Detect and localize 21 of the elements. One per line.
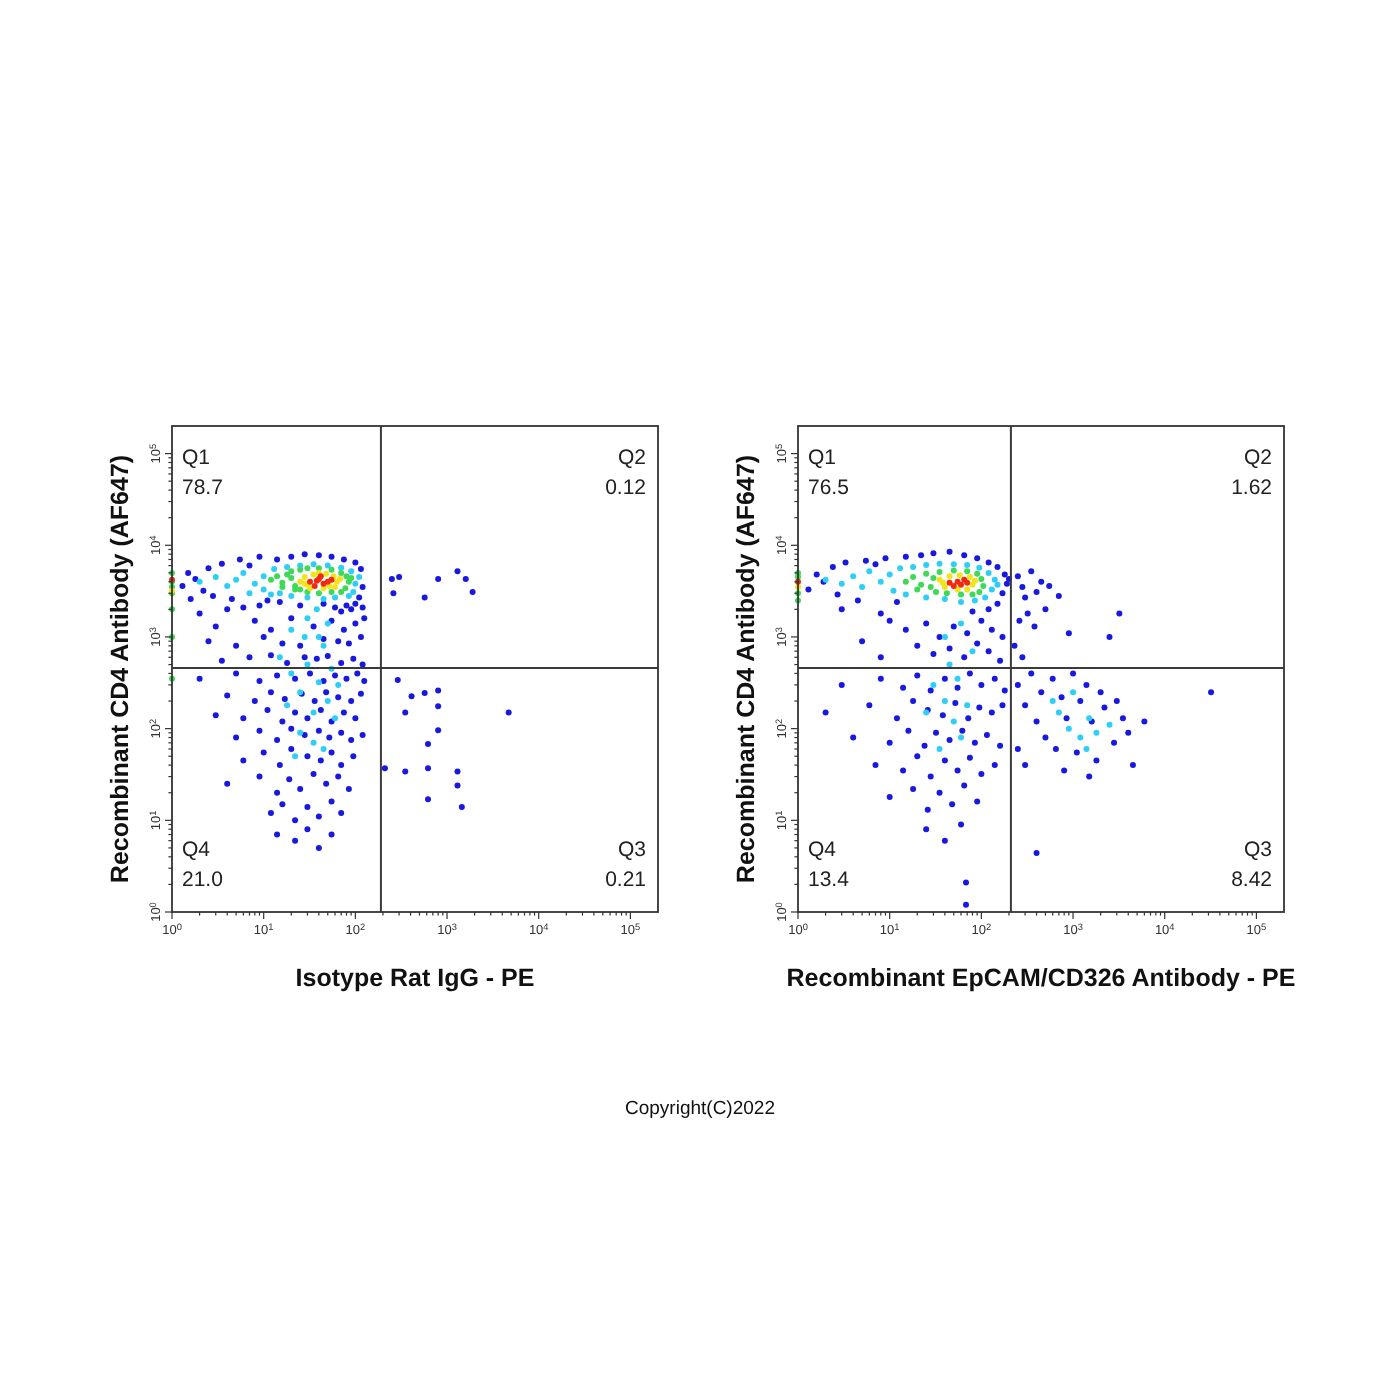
annotation: Q3 xyxy=(1243,838,1273,862)
annotation: 78.7 xyxy=(182,476,224,500)
annotation: 0.21 xyxy=(605,868,647,892)
y-axis-title: Recombinant CD4 Antibody (AF647) xyxy=(106,454,134,884)
annotation: Q4 xyxy=(808,838,837,862)
annotation: 0.12 xyxy=(605,476,647,500)
annotation: Q3 xyxy=(617,838,647,862)
annotation: 8.42 xyxy=(1231,868,1273,892)
annotation: 21.0 xyxy=(182,868,224,892)
annotation: Q1 xyxy=(808,446,837,470)
annotation: 13.4 xyxy=(808,868,850,892)
annotation: 1.62 xyxy=(1231,476,1273,500)
text: Copyright(C)2022 xyxy=(625,1098,775,1120)
x-axis-title: Isotype Rat IgG - PE xyxy=(295,964,535,992)
annotation: Q2 xyxy=(617,446,647,470)
y-axis-title: Recombinant CD4 Antibody (AF647) xyxy=(732,454,760,884)
annotation: Q1 xyxy=(182,446,211,470)
annotation: Q4 xyxy=(182,838,211,862)
annotation: 76.5 xyxy=(808,476,850,500)
annotation: Q2 xyxy=(1243,446,1273,470)
x-axis-title: Recombinant EpCAM/CD326 Antibody - PE xyxy=(786,964,1296,992)
